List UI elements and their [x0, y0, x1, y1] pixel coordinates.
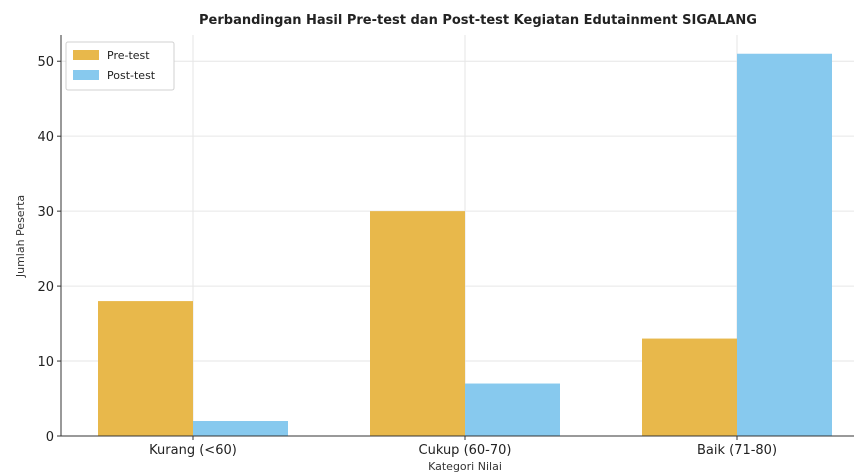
y-tick-label: 40 — [37, 130, 54, 145]
bars — [98, 53, 832, 437]
bar-post-test — [737, 53, 832, 437]
x-tick-labels: Kurang (<60) Cukup (60-70) Baik (71-80) — [149, 436, 777, 458]
legend: Pre-test Post-test — [65, 41, 175, 91]
y-tick-label: 0 — [46, 430, 54, 445]
bar-pre-test — [642, 338, 737, 436]
x-tick-label: Cukup (60-70) — [419, 443, 512, 458]
chart-title: Perbandingan Hasil Pre-test dan Post-tes… — [199, 13, 757, 28]
legend-label-post-test: Post-test — [107, 69, 156, 82]
y-tick-label: 30 — [37, 205, 54, 220]
y-tick-label: 50 — [37, 55, 54, 70]
bar-post-test — [465, 383, 560, 436]
x-tick-label: Kurang (<60) — [149, 443, 237, 458]
legend-label-pre-test: Pre-test — [107, 49, 150, 62]
bar-post-test — [193, 421, 288, 436]
y-axis-label: Jumlah Peserta — [14, 195, 27, 278]
legend-swatch-post-test — [73, 70, 99, 80]
y-tick-label: 10 — [37, 355, 54, 370]
bar-pre-test — [98, 301, 193, 436]
x-tick-label: Baik (71-80) — [697, 443, 777, 458]
bar-pre-test — [370, 211, 465, 436]
y-tick-labels: 0 10 20 30 40 50 — [37, 55, 61, 445]
y-tick-label: 20 — [37, 280, 54, 295]
x-axis-label: Kategori Nilai — [428, 460, 502, 473]
legend-swatch-pre-test — [73, 50, 99, 60]
